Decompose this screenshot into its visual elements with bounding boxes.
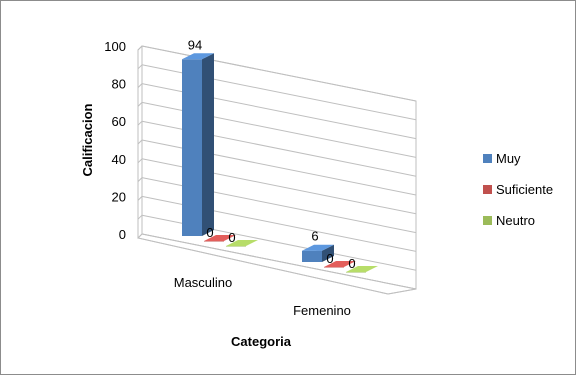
bar-neutro-masculino xyxy=(226,246,246,247)
gridline-side xyxy=(137,196,143,201)
x-tick-label: Masculino xyxy=(174,275,233,290)
chart-walls xyxy=(137,45,417,295)
legend-swatch-muy xyxy=(483,154,492,163)
data-label: 0 xyxy=(228,230,235,245)
legend: Muy Suficiente Neutro xyxy=(483,151,553,228)
data-label: 0 xyxy=(206,225,213,240)
x-axis-ticks: Masculino Femenino xyxy=(174,275,351,318)
bars xyxy=(182,53,378,273)
data-label: 0 xyxy=(348,256,355,271)
data-label: 6 xyxy=(311,229,318,244)
x-axis-title: Categoria xyxy=(231,334,292,349)
bar-top xyxy=(324,261,356,267)
legend-label: Neutro xyxy=(496,213,535,228)
gridline xyxy=(141,233,417,290)
gridline-side xyxy=(137,45,143,51)
gridline-side xyxy=(137,214,143,220)
gridline-side xyxy=(137,64,143,70)
gridline-side xyxy=(137,158,143,164)
gridline-side xyxy=(137,177,143,182)
y-tick-label: 40 xyxy=(112,152,126,167)
y-tick-label: 20 xyxy=(112,189,126,204)
y-tick-label: 80 xyxy=(112,77,126,92)
gridline-side xyxy=(137,139,143,145)
y-axis-title: Calificacion xyxy=(80,103,95,176)
legend-swatch-suficiente xyxy=(483,185,492,194)
bar-side xyxy=(322,244,334,262)
legend-swatch-neutro xyxy=(483,216,492,225)
bar-top xyxy=(302,244,334,251)
y-tick-label: 60 xyxy=(112,114,126,129)
data-label: 94 xyxy=(188,37,202,52)
bar-top xyxy=(182,53,214,60)
gridline-side xyxy=(137,120,143,126)
bar-suficiente-masculino xyxy=(204,241,224,242)
bar-top xyxy=(226,240,258,246)
bar-muy-masculino xyxy=(182,59,202,236)
bar-top xyxy=(204,235,236,241)
bar-suficiente-femenino xyxy=(324,267,344,268)
bar-side xyxy=(202,53,214,236)
data-labels: 940 0 60 0 xyxy=(188,37,356,271)
bar-top xyxy=(346,266,378,272)
legend-label: Suficiente xyxy=(496,182,553,197)
gridline xyxy=(141,45,417,102)
gridline-side xyxy=(137,233,143,239)
y-tick-label: 0 xyxy=(119,227,126,242)
bar-neutro-femenino xyxy=(346,272,366,273)
y-axis-ticks: 0 20 40 60 80 100 xyxy=(104,39,126,242)
y-tick-label: 100 xyxy=(104,39,126,54)
legend-label: Muy xyxy=(496,151,521,166)
bar-muy-femenino xyxy=(302,250,322,262)
x-tick-label: Femenino xyxy=(293,303,351,318)
gridline-side xyxy=(137,102,143,107)
data-label: 0 xyxy=(326,251,333,266)
gridline-side xyxy=(137,83,143,88)
